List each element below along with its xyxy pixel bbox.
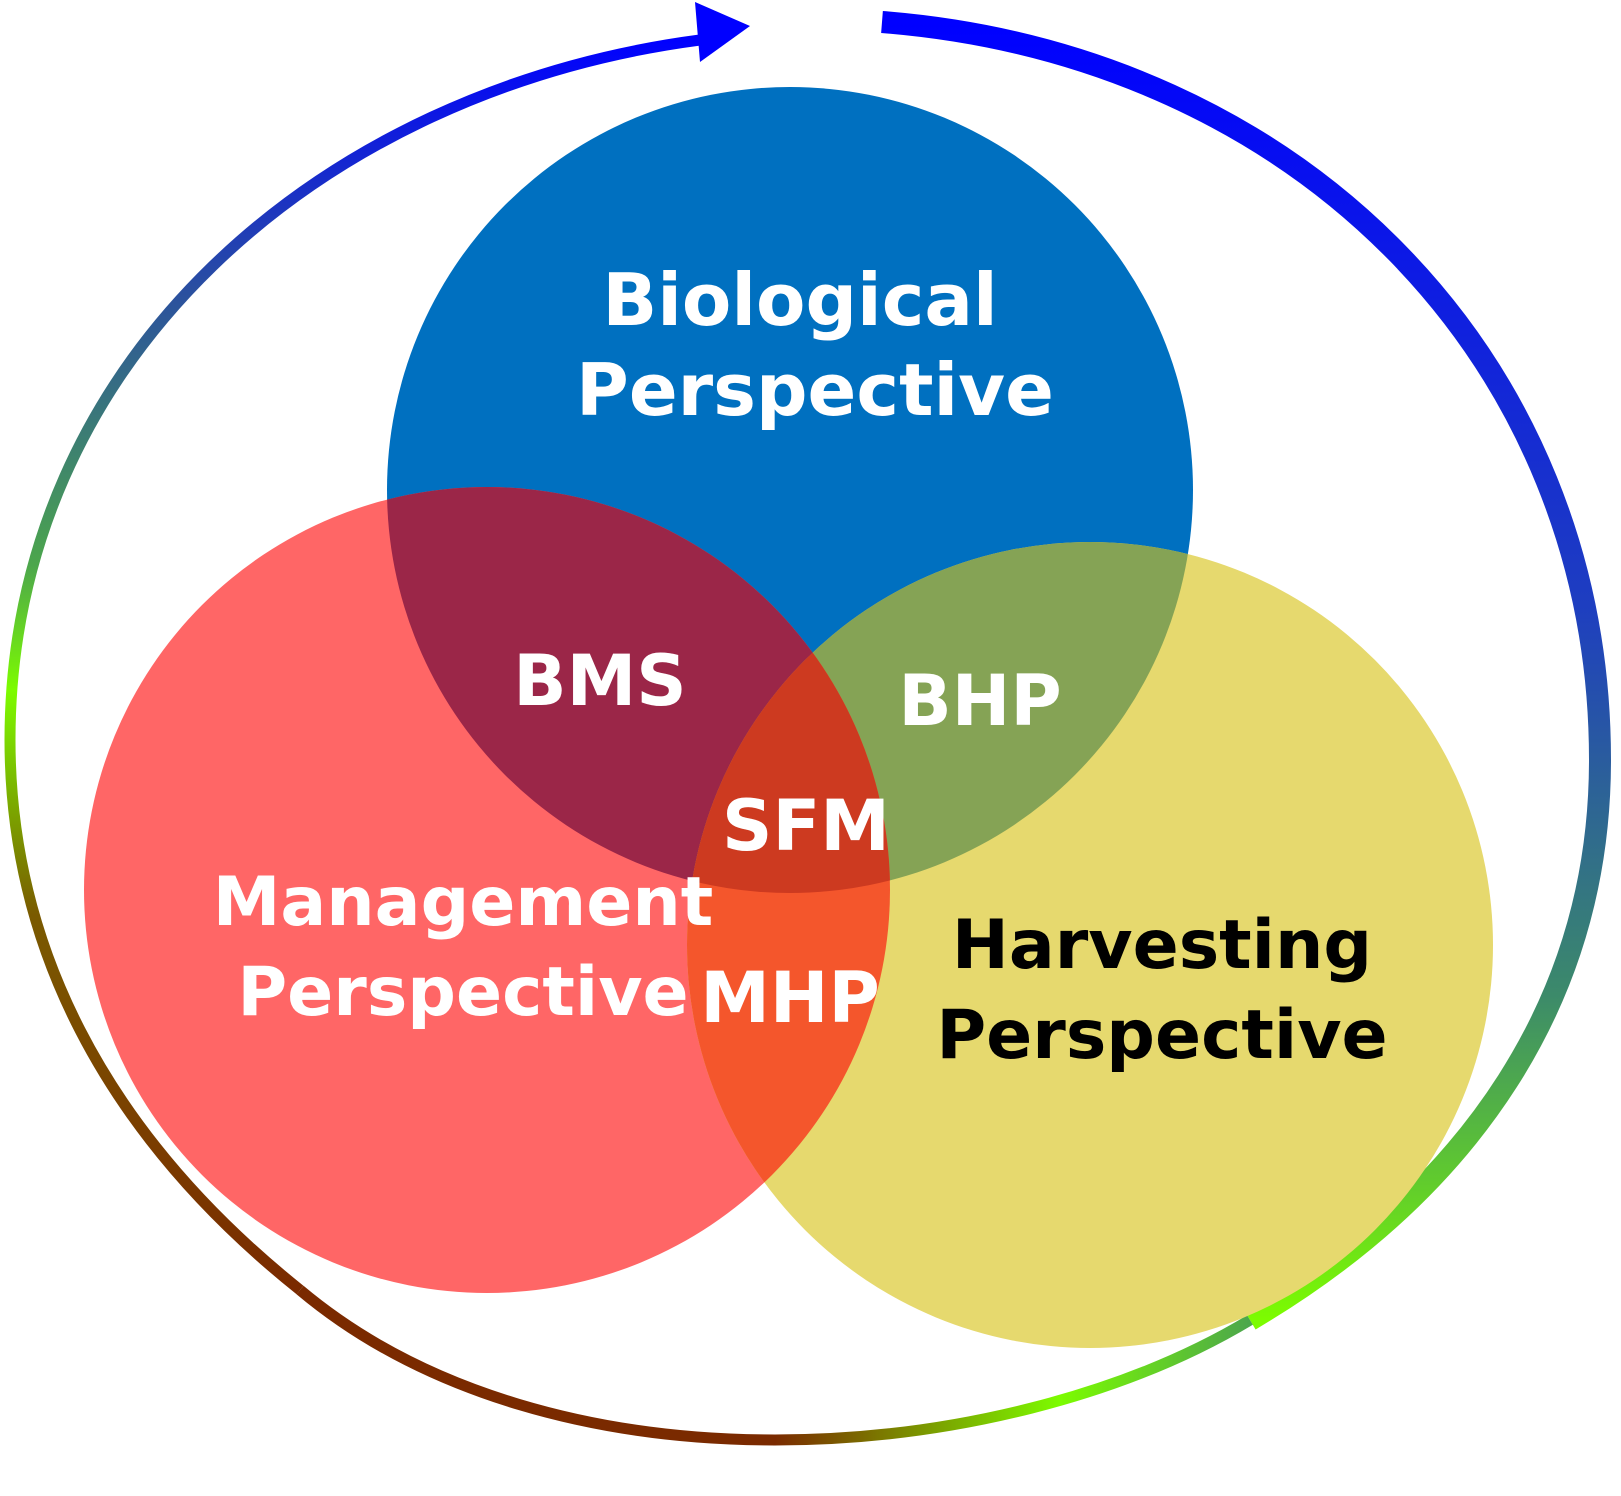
cycle-arrow-left-arc (4, 34, 701, 1295)
sfm-label: SFM (722, 785, 890, 867)
mhp-label: MHP (700, 957, 880, 1039)
harvesting-label-line1: Harvesting (952, 906, 1372, 985)
arrowhead-icon (695, 2, 750, 62)
biological-label-line1: Biological (602, 258, 997, 342)
labels: Biological Perspective Management Perspe… (213, 258, 1388, 1075)
biological-label-line2: Perspective (576, 348, 1054, 432)
cycle-arrow-bottom-arc (296, 1285, 1253, 1446)
harvesting-label-line2: Perspective (936, 996, 1387, 1075)
bhp-label: BHP (898, 660, 1061, 742)
bhp-region (687, 542, 1193, 893)
cycle-arrow (4, 2, 1612, 1446)
management-label-line1: Management (213, 863, 714, 942)
bms-label: BMS (513, 640, 686, 722)
cycle-arrow-right-arc (881, 11, 1612, 1330)
management-label-line2: Perspective (237, 953, 688, 1032)
